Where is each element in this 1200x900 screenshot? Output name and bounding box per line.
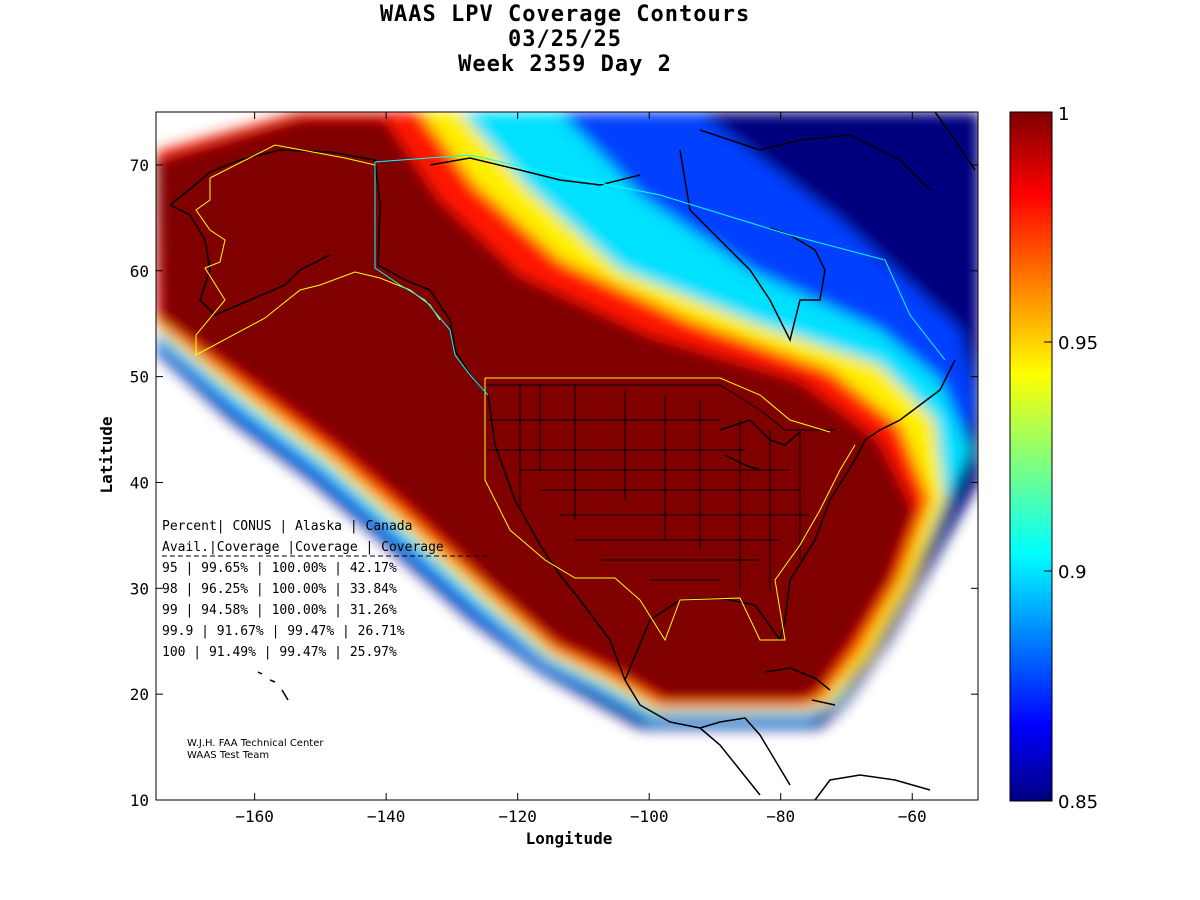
x-tick-label: −140 (367, 807, 406, 826)
y-axis-label: Latitude (97, 416, 116, 493)
us-state-lines (488, 385, 810, 590)
x-tick-label: −100 (630, 807, 669, 826)
table-row: 100 | 91.49% | 99.47% | 25.97% (162, 645, 397, 660)
coverage-field (156, 112, 978, 728)
x-axis-ticks: −160 −140 −120 −100 −80 −60 (235, 112, 927, 826)
y-tick-label: 60 (130, 262, 149, 281)
colorbar-label-095: 0.95 (1058, 333, 1098, 354)
alaska-service-outline (195, 144, 441, 356)
x-tick-label: −120 (498, 807, 537, 826)
alaska-peninsula (169, 204, 331, 316)
y-tick-label: 70 (130, 156, 149, 175)
us-canada-border (485, 384, 835, 431)
x-tick-label: −160 (235, 807, 274, 826)
y-tick-label: 50 (130, 368, 149, 387)
plot-frame (155, 111, 979, 801)
plot-area: −160 −140 −120 −100 −80 −60 10 20 30 40 50 60 70 Lo… (97, 111, 979, 848)
south-america (814, 774, 931, 800)
credit-org: W.J.H. FAA Technical Center (187, 738, 324, 749)
central-america (699, 717, 791, 786)
credit-team: WAAS Test Team (187, 750, 270, 761)
colorbar-label-min: 0.85 (1058, 792, 1098, 813)
hudson-bay (679, 149, 826, 343)
y-axis-ticks: 10 20 30 40 50 60 70 (130, 156, 978, 810)
chart-week-day: Week 2359 Day 2 (458, 52, 672, 77)
coverage-table: Percent| CONUS | Alaska | Canada Avail.|… (162, 519, 490, 660)
colorbar: 1 0.95 0.9 0.85 (1009, 104, 1098, 813)
x-tick-label: −80 (766, 807, 795, 826)
hawaii-islands (257, 671, 289, 701)
y-tick-label: 10 (130, 791, 149, 810)
table-row: 99.9 | 91.67% | 99.47% | 26.71% (162, 624, 405, 639)
y-tick-label: 30 (130, 579, 149, 598)
coverage-band-full (156, 118, 915, 700)
table-subheader: Avail.|Coverage |Coverage | Coverage (162, 540, 444, 555)
chart-date: 03/25/25 (508, 27, 622, 52)
x-axis-label: Longitude (526, 829, 613, 848)
canadian-arctic (429, 129, 931, 191)
region-outlines (195, 144, 946, 642)
y-tick-label: 20 (130, 685, 149, 704)
table-row: 98 | 96.25% | 100.00% | 33.84% (162, 582, 397, 597)
table-header: Percent| CONUS | Alaska | Canada (162, 519, 412, 534)
state-boundaries (485, 384, 835, 590)
table-row: 99 | 94.58% | 100.00% | 31.26% (162, 603, 397, 618)
x-tick-label: −60 (898, 807, 927, 826)
caribbean-cuba (764, 667, 836, 706)
colorbar-gradient (1009, 111, 1053, 802)
chart-title: WAAS LPV Coverage Contours (379, 2, 751, 27)
conus-service-outline (484, 377, 856, 642)
canada-border-outline (374, 154, 946, 396)
greenland-edge (934, 112, 976, 171)
table-row: 95 | 99.65% | 100.00% | 42.17% (162, 561, 397, 576)
y-tick-label: 40 (130, 473, 149, 492)
colorbar-label-090: 0.9 (1058, 562, 1087, 583)
colorbar-label-max: 1 (1058, 104, 1069, 125)
